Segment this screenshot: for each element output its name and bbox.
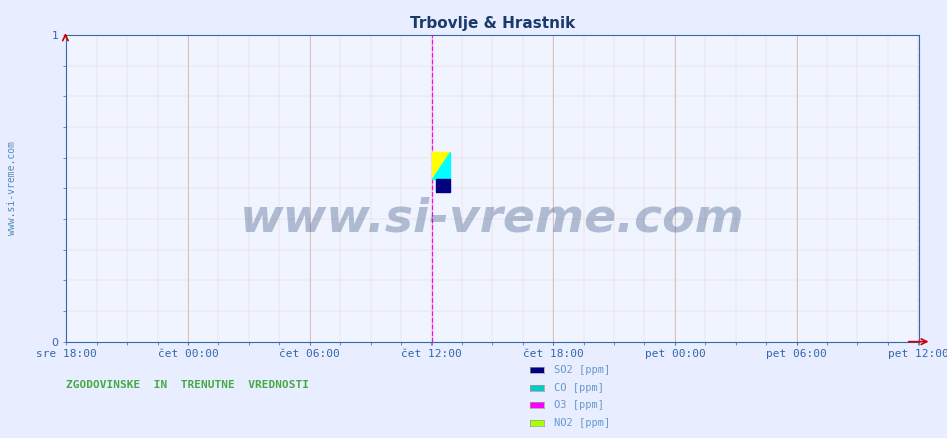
Text: ZGODOVINSKE  IN  TRENUTNE  VREDNOSTI: ZGODOVINSKE IN TRENUTNE VREDNOSTI bbox=[66, 380, 310, 390]
Text: O3 [ppm]: O3 [ppm] bbox=[554, 400, 604, 410]
Text: SO2 [ppm]: SO2 [ppm] bbox=[554, 365, 610, 375]
Title: Trbovlje & Hrastnik: Trbovlje & Hrastnik bbox=[410, 16, 575, 31]
Polygon shape bbox=[432, 152, 451, 179]
Text: www.si-vreme.com: www.si-vreme.com bbox=[240, 197, 745, 241]
Text: CO [ppm]: CO [ppm] bbox=[554, 383, 604, 392]
Text: www.si-vreme.com: www.si-vreme.com bbox=[8, 141, 17, 235]
Bar bbox=[437, 179, 451, 191]
Text: NO2 [ppm]: NO2 [ppm] bbox=[554, 418, 610, 427]
Polygon shape bbox=[432, 152, 451, 179]
